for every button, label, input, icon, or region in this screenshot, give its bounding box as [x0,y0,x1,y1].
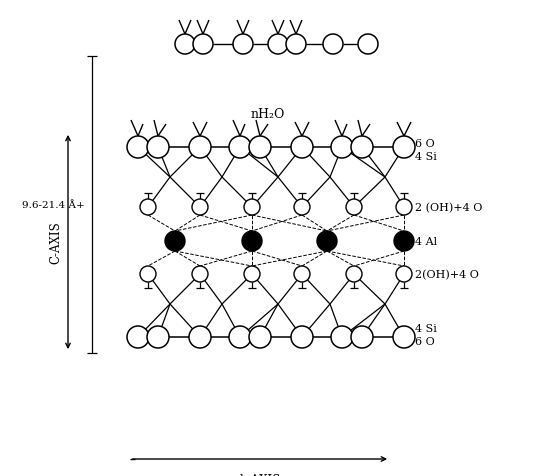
Text: 4 Si: 4 Si [415,323,437,333]
Circle shape [358,35,378,55]
Circle shape [242,231,262,251]
Circle shape [175,35,195,55]
Circle shape [192,199,208,216]
Circle shape [244,267,260,282]
Circle shape [140,199,156,216]
Circle shape [394,231,414,251]
Text: 2 (OH)+4 O: 2 (OH)+4 O [415,202,482,213]
Circle shape [147,137,169,159]
Circle shape [396,267,412,282]
Circle shape [229,137,251,159]
Circle shape [291,327,313,348]
Circle shape [189,327,211,348]
Circle shape [192,267,208,282]
Text: 6 O: 6 O [415,336,435,346]
Text: 4 Si: 4 Si [415,152,437,162]
Circle shape [331,137,353,159]
Text: 9.6-21.4 Å+: 9.6-21.4 Å+ [23,200,85,209]
Circle shape [286,35,306,55]
Circle shape [294,199,310,216]
Circle shape [127,327,149,348]
Circle shape [189,137,211,159]
Circle shape [291,137,313,159]
Circle shape [268,35,288,55]
Circle shape [323,35,343,55]
Circle shape [331,327,353,348]
Circle shape [193,35,213,55]
Circle shape [249,327,271,348]
Circle shape [229,327,251,348]
Circle shape [346,267,362,282]
Circle shape [294,267,310,282]
Circle shape [147,327,169,348]
Circle shape [351,327,373,348]
Circle shape [249,137,271,159]
Circle shape [317,231,337,251]
Circle shape [351,137,373,159]
Circle shape [393,327,415,348]
Circle shape [127,137,149,159]
Circle shape [140,267,156,282]
Text: C-AXIS: C-AXIS [49,221,62,264]
Circle shape [165,231,185,251]
Text: b-AXIS: b-AXIS [239,473,281,476]
Text: 2(OH)+4 O: 2(OH)+4 O [415,269,479,279]
Text: 4 Al: 4 Al [415,237,437,247]
Circle shape [346,199,362,216]
Circle shape [233,35,253,55]
Circle shape [396,199,412,216]
Circle shape [244,199,260,216]
Circle shape [393,137,415,159]
Text: 6 O: 6 O [415,139,435,149]
Text: nH₂O: nH₂O [251,108,285,121]
